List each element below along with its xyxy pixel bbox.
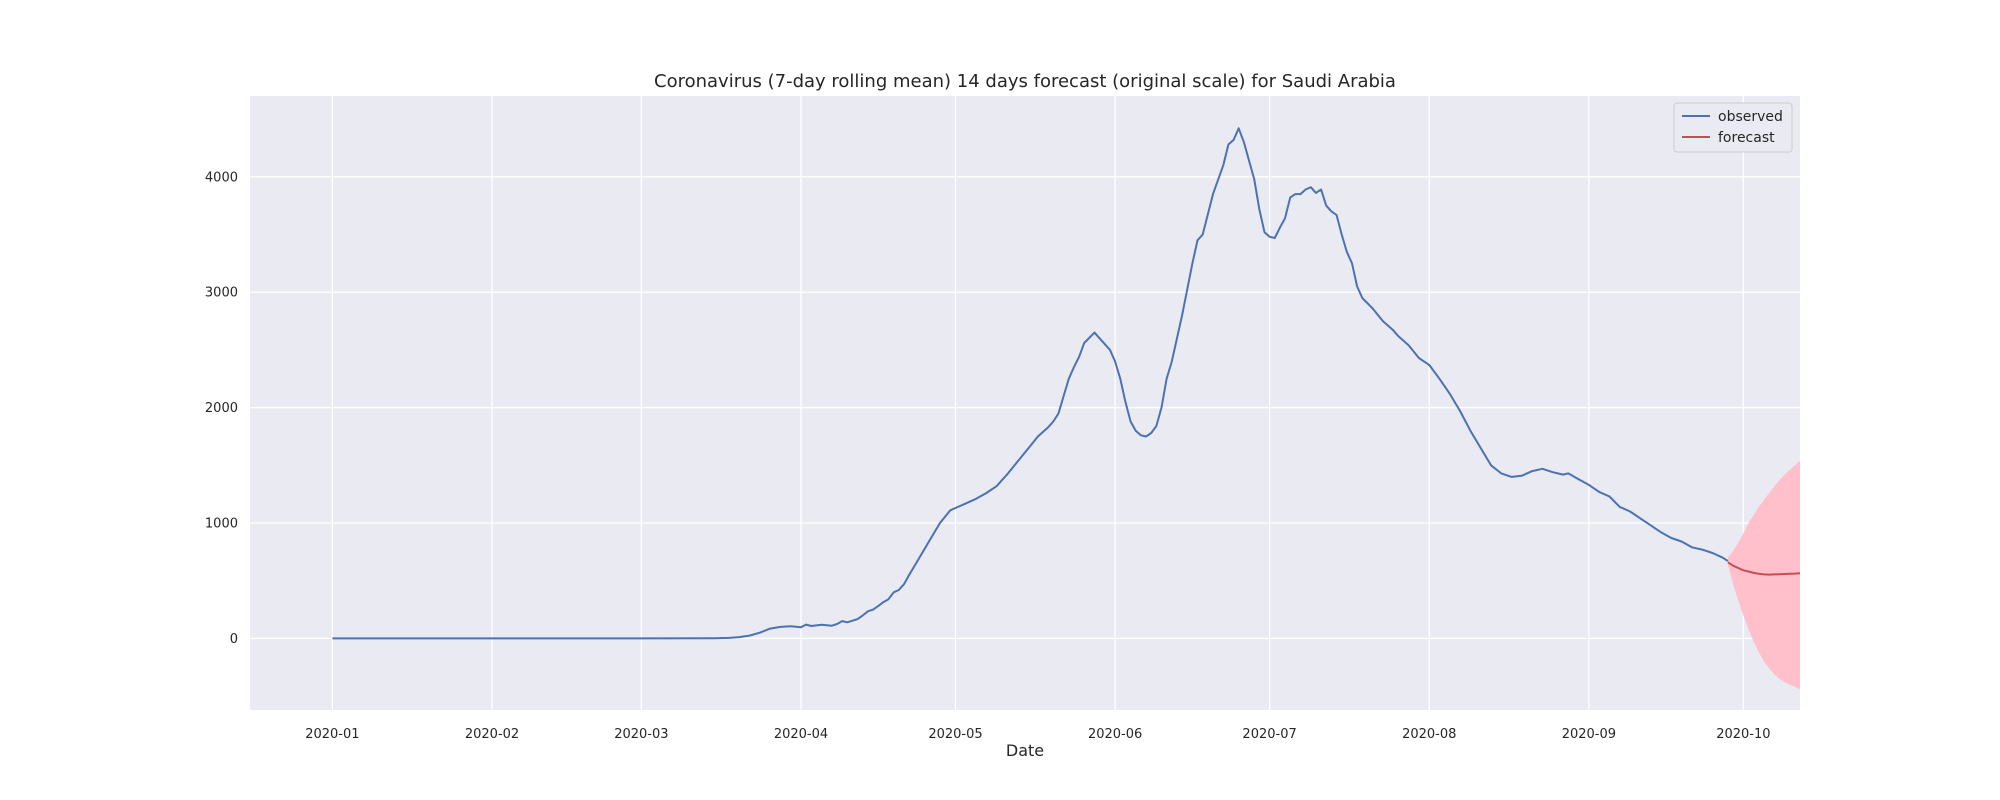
x-tick-label: 2020-07 bbox=[1242, 727, 1296, 742]
x-axis-title: Date bbox=[1006, 741, 1044, 760]
y-tick-label: 0 bbox=[230, 632, 238, 647]
legend-label-forecast: forecast bbox=[1718, 130, 1775, 146]
x-tick-label: 2020-02 bbox=[465, 727, 519, 742]
x-tick-label: 2020-03 bbox=[614, 727, 668, 742]
x-tick-label: 2020-05 bbox=[928, 727, 982, 742]
y-tick-label: 2000 bbox=[205, 401, 238, 416]
x-tick-label: 2020-09 bbox=[1562, 727, 1616, 742]
y-tick-label: 4000 bbox=[205, 170, 238, 185]
series-line-forecast bbox=[1727, 561, 1801, 576]
x-tick-label: 2020-10 bbox=[1716, 727, 1770, 742]
legend-label-observed: observed bbox=[1718, 109, 1783, 125]
x-tick-labels: 2020-01 2020-02 2020-03 2020-04 2020-05 2020-… bbox=[305, 727, 1770, 742]
legend: observed forecast bbox=[1673, 102, 1793, 153]
series-layer bbox=[332, 127, 1801, 640]
chart-title: Coronavirus (7-day rolling mean) 14 days… bbox=[654, 71, 1396, 92]
x-tick-label: 2020-01 bbox=[305, 727, 359, 742]
series-line-observed bbox=[332, 127, 1729, 640]
y-tick-label: 1000 bbox=[205, 517, 238, 532]
x-tick-label: 2020-08 bbox=[1402, 727, 1456, 742]
plot-area bbox=[250, 96, 1800, 710]
y-tick-label: 3000 bbox=[205, 286, 238, 301]
x-tick-label: 2020-04 bbox=[774, 727, 828, 742]
y-tick-labels: 0 1000 2000 3000 4000 bbox=[205, 170, 238, 647]
x-tick-label: 2020-06 bbox=[1088, 727, 1142, 742]
